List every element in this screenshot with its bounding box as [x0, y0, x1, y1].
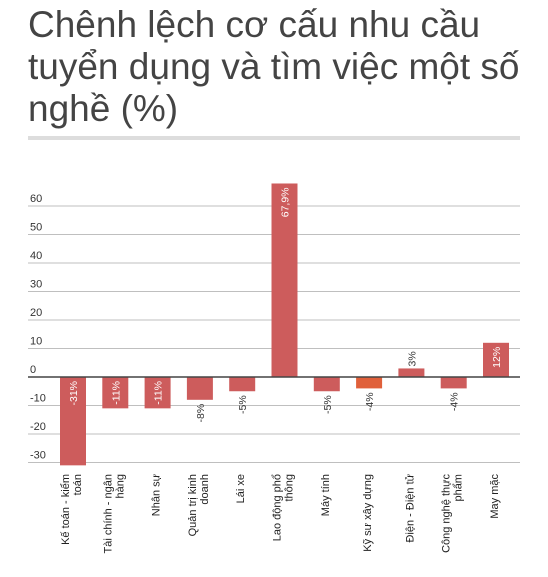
y-tick-label: 60	[30, 193, 42, 205]
data-label: -11%	[110, 381, 122, 405]
x-category-label: Công nghệ thực	[441, 474, 453, 553]
bar	[186, 377, 213, 400]
y-tick-label: 20	[30, 307, 42, 319]
title-divider	[28, 136, 520, 140]
x-category-label: phẩm	[453, 474, 465, 502]
bar	[440, 377, 467, 389]
data-label: 67,9%	[280, 187, 292, 217]
bar	[398, 368, 425, 377]
y-tick-label: 50	[30, 222, 42, 234]
bar	[144, 377, 171, 409]
y-tick-label: 0	[30, 364, 36, 376]
bar	[356, 377, 383, 389]
y-tick-label: 10	[30, 336, 42, 348]
bar	[102, 377, 129, 409]
x-category-label: Tài chính - ngân	[102, 474, 114, 554]
bar	[60, 377, 86, 466]
data-label: -5%	[322, 395, 334, 414]
x-category-label: thông	[284, 474, 296, 502]
chart-title: Chênh lệch cơ cấu nhu cầu tuyển dụng và …	[28, 4, 520, 129]
data-label: -11%	[153, 381, 165, 405]
x-category-label: Lái xe	[235, 474, 247, 503]
bar	[313, 377, 340, 392]
bar	[483, 342, 509, 377]
data-label: -31%	[68, 381, 80, 406]
x-category-label: Lao động phổ	[272, 474, 284, 541]
x-category-label: Quản trị kinh	[187, 474, 199, 536]
y-tick-label: 30	[30, 279, 42, 291]
data-label: 12%	[491, 347, 503, 368]
data-label: -8%	[195, 404, 207, 423]
x-category-label: doanh	[199, 474, 211, 505]
x-category-label: Kế toán - kiểm	[60, 474, 72, 545]
y-tick-label: -30	[30, 450, 46, 462]
x-category-label: toán	[72, 474, 84, 495]
data-label: 3%	[406, 351, 418, 366]
x-category-label: May mặc	[489, 474, 501, 519]
x-category-label: hàng	[114, 474, 126, 498]
y-tick-label: -10	[30, 393, 46, 405]
x-category-label: Điện - Điện tử	[404, 473, 416, 542]
bar	[271, 183, 298, 377]
x-category-label: Kỹ sư xây dựng	[362, 474, 374, 552]
data-label: -4%	[364, 392, 376, 411]
data-label: -5%	[237, 395, 249, 414]
bar	[229, 377, 256, 392]
x-category-label: Nhân sự	[151, 473, 163, 516]
y-tick-label: -20	[30, 421, 46, 433]
data-label: -4%	[449, 392, 461, 411]
x-category-label: Máy tính	[320, 474, 332, 516]
y-tick-label: 40	[30, 250, 42, 262]
